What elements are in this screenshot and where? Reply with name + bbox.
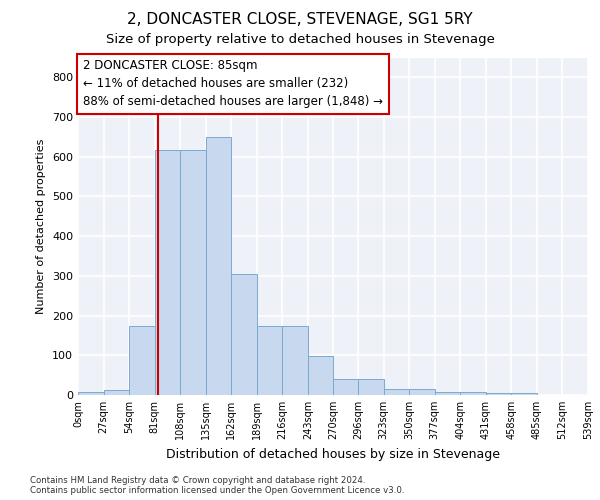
Bar xyxy=(129,326,155,395)
Text: 2, DONCASTER CLOSE, STEVENAGE, SG1 5RY: 2, DONCASTER CLOSE, STEVENAGE, SG1 5RY xyxy=(127,12,473,28)
Bar xyxy=(206,137,231,395)
Bar xyxy=(155,150,180,395)
Bar xyxy=(180,150,206,395)
Y-axis label: Number of detached properties: Number of detached properties xyxy=(37,138,46,314)
Text: Size of property relative to detached houses in Stevenage: Size of property relative to detached ho… xyxy=(106,32,494,46)
Bar xyxy=(257,326,283,395)
Bar xyxy=(231,274,257,395)
Bar xyxy=(383,390,409,395)
Text: 2 DONCASTER CLOSE: 85sqm
← 11% of detached houses are smaller (232)
88% of semi-: 2 DONCASTER CLOSE: 85sqm ← 11% of detach… xyxy=(83,60,383,108)
Text: Contains HM Land Registry data © Crown copyright and database right 2024.
Contai: Contains HM Land Registry data © Crown c… xyxy=(30,476,404,495)
Bar xyxy=(78,392,104,395)
Bar xyxy=(104,390,129,395)
Bar xyxy=(511,393,537,395)
Bar xyxy=(283,326,308,395)
Bar xyxy=(460,392,486,395)
Bar xyxy=(409,390,435,395)
Bar xyxy=(435,392,460,395)
Bar xyxy=(308,356,334,395)
Bar xyxy=(358,379,383,395)
Bar xyxy=(486,393,511,395)
X-axis label: Distribution of detached houses by size in Stevenage: Distribution of detached houses by size … xyxy=(166,448,500,460)
Bar xyxy=(334,379,358,395)
